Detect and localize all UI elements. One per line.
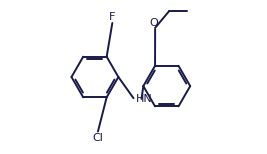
Text: Cl: Cl: [93, 133, 103, 143]
Text: F: F: [109, 12, 116, 22]
Text: O: O: [150, 18, 158, 28]
Text: HN: HN: [136, 94, 152, 104]
